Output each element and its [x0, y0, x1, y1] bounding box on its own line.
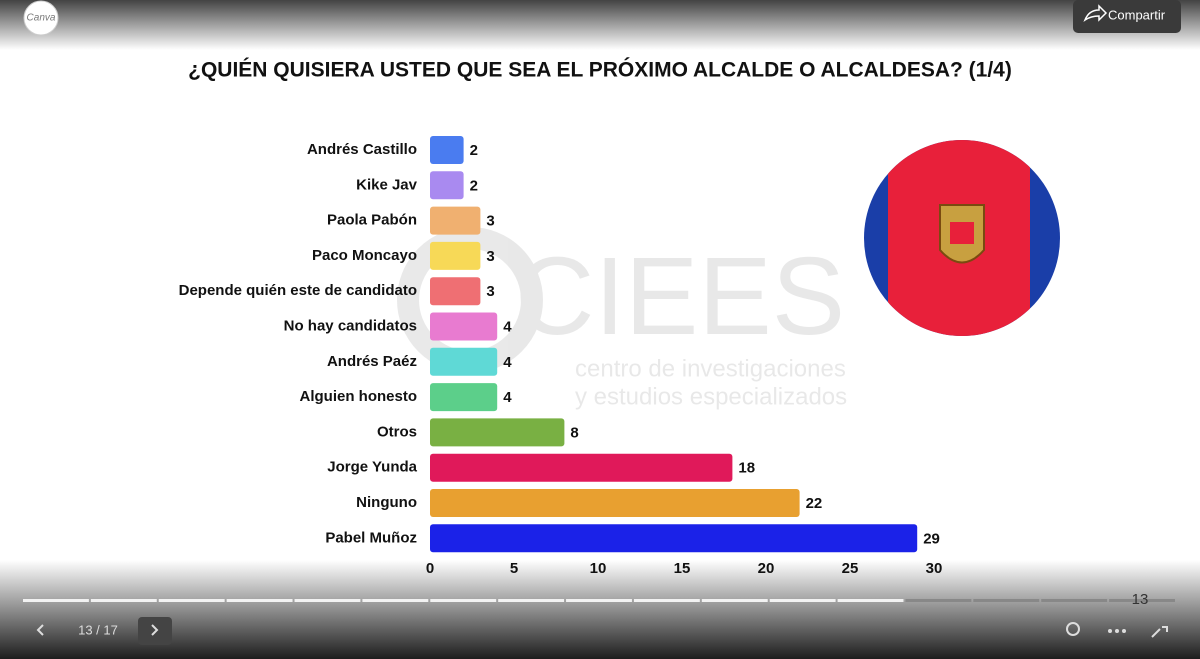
prev-button[interactable]	[36, 624, 44, 636]
progress-segment	[362, 599, 429, 602]
progress-segment	[226, 599, 293, 602]
progress-bar	[23, 599, 1175, 602]
progress-segment	[769, 599, 836, 602]
progress-segment	[294, 599, 361, 602]
value-label: 4	[503, 318, 512, 335]
y-tick-label: Paco Moncayo	[312, 247, 417, 264]
bar	[430, 383, 498, 412]
slide-number: 13	[1132, 591, 1149, 608]
progress-segment	[1041, 599, 1108, 602]
progress-segment	[701, 599, 768, 602]
value-label: 22	[806, 495, 823, 512]
fullscreen-button[interactable]	[1151, 626, 1168, 638]
value-label: 4	[503, 354, 512, 371]
bar	[430, 171, 464, 200]
bar	[430, 347, 498, 376]
y-tick-label: Kike Jav	[356, 176, 418, 193]
progress-segment	[90, 599, 157, 602]
page-indicator: 13 / 17	[78, 622, 118, 637]
bar	[430, 277, 481, 306]
progress-segment	[973, 599, 1040, 602]
progress-segment	[837, 599, 904, 602]
share-icon	[1083, 4, 1108, 22]
progress-segment	[905, 599, 972, 602]
next-icon	[151, 624, 159, 636]
watermark-brand: CIEES	[515, 235, 845, 358]
value-label: 3	[486, 248, 494, 265]
canva-logo[interactable]	[23, 0, 59, 36]
share-button[interactable]	[1073, 0, 1181, 33]
bar	[430, 241, 481, 270]
bar	[430, 489, 800, 517]
bar	[430, 136, 464, 164]
share-label: Compartir	[1108, 7, 1166, 22]
y-tick-label: Paola Pabón	[327, 212, 417, 229]
bar	[430, 524, 918, 553]
value-label: 18	[738, 460, 755, 477]
y-tick-label: Ninguno	[356, 494, 417, 511]
progress-segment	[1109, 599, 1175, 602]
top-overlay	[0, 0, 1200, 50]
y-tick-label: Otros	[377, 423, 417, 440]
more-button[interactable]	[1108, 629, 1126, 633]
watermark-line: centro de investigaciones	[575, 355, 846, 382]
value-label: 2	[470, 142, 478, 159]
y-tick-label: Pabel Muñoz	[325, 529, 417, 546]
value-label: 8	[570, 424, 578, 441]
value-label: 3	[486, 213, 494, 230]
watermark: CIEES centro de investigaciones y estudi…	[397, 227, 847, 410]
bar	[430, 312, 498, 341]
flag	[864, 140, 1060, 336]
watermark-line: y estudios especializados	[575, 383, 847, 410]
progress-segment	[158, 599, 225, 602]
y-tick-label: Jorge Yunda	[327, 459, 417, 476]
value-label: 29	[923, 530, 940, 547]
progress-segment	[23, 599, 89, 602]
bottom-overlay	[0, 560, 1200, 659]
y-tick-label: Alguien honesto	[300, 388, 418, 405]
bar	[430, 206, 481, 235]
zoom-button[interactable]	[1066, 622, 1080, 636]
bar	[430, 418, 565, 447]
y-tick-label: Andrés Castillo	[307, 141, 417, 158]
bar	[430, 453, 733, 482]
value-label: 3	[486, 283, 494, 300]
progress-segment	[498, 599, 565, 602]
y-tick-label: No hay candidatos	[284, 317, 417, 334]
progress-segment	[430, 599, 497, 602]
y-tick-label: Depende quién este de candidato	[179, 282, 417, 299]
progress-segment	[566, 599, 632, 602]
value-label: 2	[470, 177, 478, 194]
chart-title: ¿QUIÉN QUISIERA USTED QUE SEA EL PRÓXIMO…	[188, 58, 1012, 82]
progress-segment	[633, 599, 700, 602]
logo-text: Canva	[27, 13, 56, 24]
value-label: 4	[503, 389, 512, 406]
y-tick-label: Andrés Paéz	[327, 353, 417, 370]
